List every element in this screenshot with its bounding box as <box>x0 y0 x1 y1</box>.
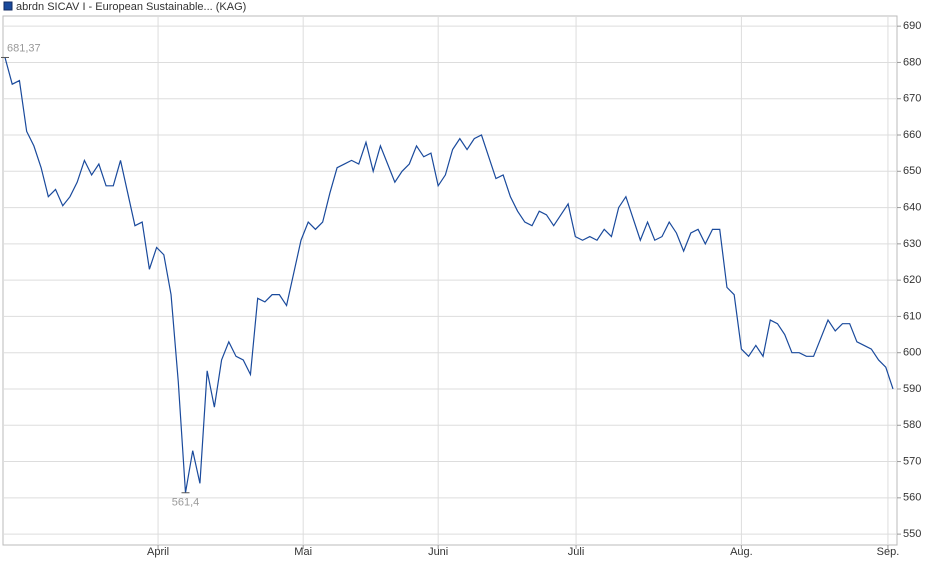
y-tick-label: 550 <box>903 528 921 540</box>
x-tick-label: Juni <box>428 546 448 558</box>
x-tick-label: Mai <box>294 546 312 558</box>
x-tick-label: Aug. <box>730 546 753 558</box>
y-tick-label: 580 <box>903 419 921 431</box>
y-tick-label: 620 <box>903 274 921 286</box>
legend-swatch <box>3 1 13 11</box>
y-tick-label: 670 <box>903 93 921 105</box>
legend-label: abrdn SICAV I - European Sustainable... … <box>16 1 246 13</box>
value-label: 561,4 <box>172 497 200 509</box>
y-tick-label: 660 <box>903 129 921 141</box>
y-tick-label: 560 <box>903 492 921 504</box>
y-tick-label: 610 <box>903 310 921 322</box>
y-tick-label: 680 <box>903 56 921 68</box>
y-tick-label: 570 <box>903 455 921 467</box>
y-tick-label: 640 <box>903 201 921 213</box>
value-label: 681,37 <box>7 42 41 54</box>
x-tick-label: Juli <box>568 546 585 558</box>
y-tick-label: 600 <box>903 347 921 359</box>
x-tick-label: Sep. <box>877 546 900 558</box>
y-tick-label: 590 <box>903 383 921 395</box>
y-tick-label: 690 <box>903 20 921 32</box>
x-tick-label: April <box>147 546 169 558</box>
y-tick-label: 630 <box>903 238 921 250</box>
price-line <box>4 57 894 493</box>
y-tick-label: 650 <box>903 165 921 177</box>
